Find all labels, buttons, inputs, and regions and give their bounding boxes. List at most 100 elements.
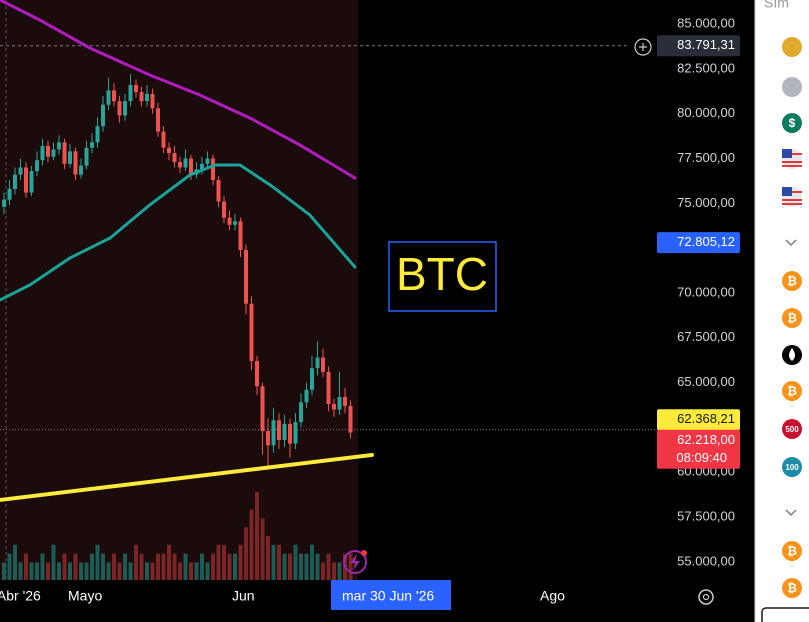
flag-stripes [782,153,802,167]
volume-bar [156,553,160,580]
candle-body [172,153,177,163]
candle-body [46,145,50,157]
price-axis: 85.000,00 82.500,00 80.000,00 77.500,00 75.0… [657,15,740,568]
candle-body [222,201,226,218]
candle-body [315,357,320,369]
volume-bar [106,562,111,580]
candle-body [266,431,270,446]
candle-body [260,386,265,432]
sidebar-icon[interactable]: ₿ [782,541,802,561]
volume-bar [337,562,342,580]
volume-bar [260,518,265,580]
x-tick-label: mar 30 Jun '26 [342,588,434,604]
volume-bar [139,553,144,580]
sidebar-icon[interactable]: ₿ [782,578,802,598]
icon-label: 500 [785,425,799,434]
candle-body [123,101,127,116]
volume-bar [150,562,155,580]
volume-bar [249,509,254,580]
volume-bar [183,553,188,580]
candle-body [51,149,56,157]
x-labels: 6 Abr '26 Mayo Jun mar 30 Jun '26 Ago [0,588,565,604]
volume-bar [211,553,215,580]
volume-bar [46,562,50,580]
sidebar-icon[interactable]: 500 [782,419,802,439]
volume-bar [35,562,39,580]
candle-body [288,423,292,444]
candle-body [321,357,325,372]
candle-body [200,163,204,170]
sidebar-icon[interactable]: ₿ [782,381,802,401]
volume-bar [13,544,17,580]
volume-bar [123,553,127,580]
icon-circle [782,381,802,401]
annotation-box [388,241,497,312]
add-button[interactable] [634,38,652,56]
icon-silver[interactable] [782,77,802,97]
volume-bar [288,553,292,580]
candle-body [18,167,23,175]
flag-canton [782,187,792,196]
sidebar-icon[interactable]: ₿ [782,271,802,291]
candle-body [7,188,12,200]
icon-gold[interactable] [782,37,802,57]
sidebar-icon[interactable]: 100 [782,457,802,477]
volume-bar [244,527,248,580]
candle-body [249,303,254,362]
volume-bar [51,544,56,580]
candle-body [255,361,259,387]
volume-bar [348,553,353,580]
candle-body [24,167,28,193]
candle-body [79,165,83,175]
volume-bar [205,562,210,580]
alert-icon[interactable] [343,550,367,574]
sidebar-icon[interactable]: ₿ [782,308,802,328]
sidebar-icon[interactable]: $ [782,113,802,133]
volume-bar [271,544,276,580]
volume-bar [95,544,100,580]
y-tick-label: 67.500,00 [677,329,735,344]
x-tick-label: Jun [232,588,255,604]
icon-label: ₿ [787,544,797,558]
price-tag [657,409,740,431]
volume-bar [128,562,133,580]
candle-body [68,151,72,164]
volume-bar [145,562,149,580]
candle-body [35,160,39,172]
candle-body [293,422,298,444]
volume-bar [255,492,259,580]
volume-bar [293,544,298,580]
settings-icon [702,593,710,601]
volume-bar [233,553,237,580]
candle-body [161,131,166,148]
candle-body [128,84,133,102]
time-highlight [331,580,451,610]
icon-circle [782,113,802,133]
volume-bar [40,553,45,580]
candle-body [244,249,248,304]
candle-body [238,221,243,250]
sidebar: Sím $ ₿ ₿ ₿ 500 100 ₿ ₿ [754,0,809,622]
candle-body [101,104,105,127]
settings-button[interactable] [698,589,714,605]
volume-bar [200,553,204,580]
volume-bar [117,562,122,580]
icon-circle [782,578,802,598]
chevron[interactable] [785,509,797,517]
volume-bar [57,562,61,580]
volume-bar [161,553,166,580]
candle-body [57,142,61,150]
range-highlight [0,0,358,580]
volume-bar [266,536,270,580]
annotation: BTC [396,248,488,300]
chevron[interactable] [785,239,797,247]
candle-body [84,147,89,166]
sidebar-card[interactable] [761,607,809,622]
volume-bar [7,553,12,580]
volume-bar [189,562,193,580]
candle-body [13,174,17,189]
volume-bar [178,562,182,580]
price-tag [657,232,740,254]
volume-bar [112,553,116,580]
